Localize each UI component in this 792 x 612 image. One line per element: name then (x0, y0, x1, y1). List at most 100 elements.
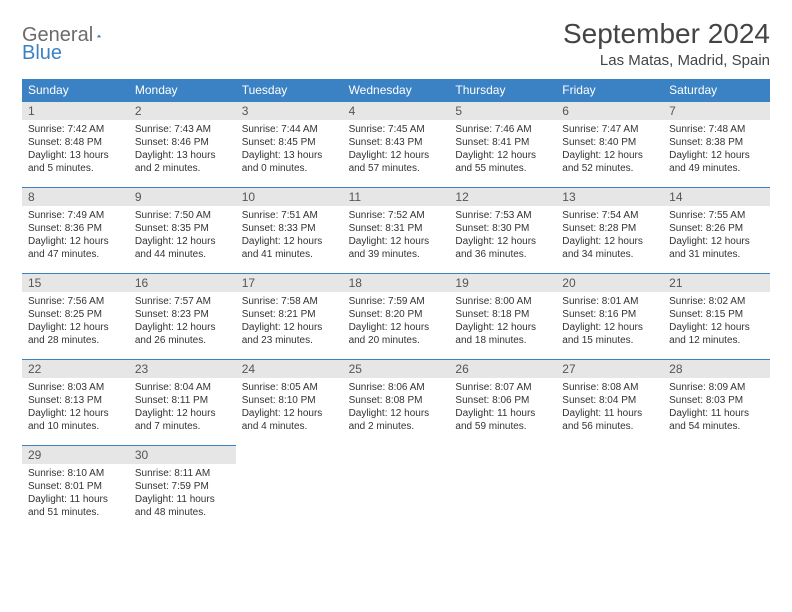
sunset-text: Sunset: 8:01 PM (28, 480, 123, 493)
sunrise-text: Sunrise: 7:56 AM (28, 295, 123, 308)
day-number: 10 (236, 188, 343, 206)
day-number: 18 (343, 274, 450, 292)
daylight-text: Daylight: 12 hours and 4 minutes. (242, 407, 337, 433)
day-number: 25 (343, 360, 450, 378)
day-cell: 16Sunrise: 7:57 AMSunset: 8:23 PMDayligh… (129, 273, 236, 359)
daylight-text: Daylight: 12 hours and 55 minutes. (455, 149, 550, 175)
sunrise-text: Sunrise: 8:06 AM (349, 381, 444, 394)
header: General September 2024 Las Matas, Madrid… (22, 18, 770, 73)
day-cell: 29Sunrise: 8:10 AMSunset: 8:01 PMDayligh… (22, 445, 129, 531)
daylight-text: Daylight: 12 hours and 44 minutes. (135, 235, 230, 261)
logo-triangle-icon (97, 29, 101, 43)
logo-blue-wrap: Blue (22, 42, 62, 65)
sunset-text: Sunset: 8:26 PM (669, 222, 764, 235)
sunrise-text: Sunrise: 7:49 AM (28, 209, 123, 222)
weekday-sunday: Sunday (22, 79, 129, 101)
sunrise-text: Sunrise: 8:02 AM (669, 295, 764, 308)
day-number: 11 (343, 188, 450, 206)
daylight-text: Daylight: 11 hours and 48 minutes. (135, 493, 230, 519)
daylight-text: Daylight: 11 hours and 51 minutes. (28, 493, 123, 519)
sunset-text: Sunset: 8:04 PM (562, 394, 657, 407)
sunset-text: Sunset: 8:41 PM (455, 136, 550, 149)
day-cell: 26Sunrise: 8:07 AMSunset: 8:06 PMDayligh… (449, 359, 556, 445)
day-number: 14 (663, 188, 770, 206)
day-cell: 21Sunrise: 8:02 AMSunset: 8:15 PMDayligh… (663, 273, 770, 359)
day-body: Sunrise: 7:59 AMSunset: 8:20 PMDaylight:… (343, 292, 450, 353)
day-number: 7 (663, 102, 770, 120)
daylight-text: Daylight: 12 hours and 49 minutes. (669, 149, 764, 175)
day-number: 22 (22, 360, 129, 378)
day-number: 9 (129, 188, 236, 206)
day-body: Sunrise: 8:03 AMSunset: 8:13 PMDaylight:… (22, 378, 129, 439)
day-body: Sunrise: 7:47 AMSunset: 8:40 PMDaylight:… (556, 120, 663, 181)
sunrise-text: Sunrise: 7:51 AM (242, 209, 337, 222)
sunrise-text: Sunrise: 8:08 AM (562, 381, 657, 394)
sunset-text: Sunset: 8:46 PM (135, 136, 230, 149)
daylight-text: Daylight: 11 hours and 54 minutes. (669, 407, 764, 433)
sunrise-text: Sunrise: 8:10 AM (28, 467, 123, 480)
day-body: Sunrise: 7:51 AMSunset: 8:33 PMDaylight:… (236, 206, 343, 267)
day-body: Sunrise: 8:08 AMSunset: 8:04 PMDaylight:… (556, 378, 663, 439)
day-cell: 14 Sunrise: 7:55 AMSunset: 8:26 PMDayligh… (663, 187, 770, 273)
sunset-text: Sunset: 7:59 PM (135, 480, 230, 493)
daylight-text: Daylight: 12 hours and 57 minutes. (349, 149, 444, 175)
day-body: Sunrise: 7:49 AMSunset: 8:36 PMDaylight:… (22, 206, 129, 267)
sunrise-text: Sunrise: 8:03 AM (28, 381, 123, 394)
day-number: 27 (556, 360, 663, 378)
location: Las Matas, Madrid, Spain (563, 52, 770, 69)
day-body: Sunrise: 7:45 AMSunset: 8:43 PMDaylight:… (343, 120, 450, 181)
day-cell: 27Sunrise: 8:08 AMSunset: 8:04 PMDayligh… (556, 359, 663, 445)
daylight-text: Daylight: 11 hours and 56 minutes. (562, 407, 657, 433)
day-number: 1 (22, 102, 129, 120)
daylight-text: Daylight: 12 hours and 26 minutes. (135, 321, 230, 347)
day-cell: 25Sunrise: 8:06 AMSunset: 8:08 PMDayligh… (343, 359, 450, 445)
sunrise-text: Sunrise: 7:45 AM (349, 123, 444, 136)
day-number: 21 (663, 274, 770, 292)
day-number: 30 (129, 446, 236, 464)
daylight-text: Daylight: 12 hours and 28 minutes. (28, 321, 123, 347)
day-body: Sunrise: 8:02 AMSunset: 8:15 PMDaylight:… (663, 292, 770, 353)
day-cell: 19Sunrise: 8:00 AMSunset: 8:18 PMDayligh… (449, 273, 556, 359)
day-number: 20 (556, 274, 663, 292)
sunset-text: Sunset: 8:40 PM (562, 136, 657, 149)
days-grid: 1Sunrise: 7:42 AMSunset: 8:48 PMDaylight… (22, 101, 770, 531)
daylight-text: Daylight: 12 hours and 7 minutes. (135, 407, 230, 433)
day-body: Sunrise: 8:04 AMSunset: 8:11 PMDaylight:… (129, 378, 236, 439)
day-number: 6 (556, 102, 663, 120)
daylight-text: Daylight: 12 hours and 52 minutes. (562, 149, 657, 175)
sunrise-text: Sunrise: 7:44 AM (242, 123, 337, 136)
sunrise-text: Sunrise: 8:09 AM (669, 381, 764, 394)
day-cell: 6Sunrise: 7:47 AMSunset: 8:40 PMDaylight… (556, 101, 663, 187)
sunrise-text: Sunrise: 7:50 AM (135, 209, 230, 222)
day-cell: 9Sunrise: 7:50 AMSunset: 8:35 PMDaylight… (129, 187, 236, 273)
sunrise-text: Sunrise: 8:05 AM (242, 381, 337, 394)
day-number: 5 (449, 102, 556, 120)
daylight-text: Daylight: 13 hours and 0 minutes. (242, 149, 337, 175)
day-cell: 1Sunrise: 7:42 AMSunset: 8:48 PMDaylight… (22, 101, 129, 187)
sunset-text: Sunset: 8:06 PM (455, 394, 550, 407)
day-body: Sunrise: 7:48 AMSunset: 8:38 PMDaylight:… (663, 120, 770, 181)
day-number: 26 (449, 360, 556, 378)
sunset-text: Sunset: 8:03 PM (669, 394, 764, 407)
day-cell: 4Sunrise: 7:45 AMSunset: 8:43 PMDaylight… (343, 101, 450, 187)
sunrise-text: Sunrise: 7:54 AM (562, 209, 657, 222)
sunset-text: Sunset: 8:25 PM (28, 308, 123, 321)
daylight-text: Daylight: 12 hours and 41 minutes. (242, 235, 337, 261)
sunrise-text: Sunrise: 7:52 AM (349, 209, 444, 222)
weekday-header-row: Sunday Monday Tuesday Wednesday Thursday… (22, 79, 770, 101)
day-body: Sunrise: 8:09 AMSunset: 8:03 PMDaylight:… (663, 378, 770, 439)
day-number: 13 (556, 188, 663, 206)
sunrise-text: Sunrise: 7:53 AM (455, 209, 550, 222)
sunset-text: Sunset: 8:23 PM (135, 308, 230, 321)
daylight-text: Daylight: 12 hours and 31 minutes. (669, 235, 764, 261)
sunset-text: Sunset: 8:45 PM (242, 136, 337, 149)
sunset-text: Sunset: 8:16 PM (562, 308, 657, 321)
sunrise-text: Sunrise: 8:11 AM (135, 467, 230, 480)
day-cell: 24Sunrise: 8:05 AMSunset: 8:10 PMDayligh… (236, 359, 343, 445)
day-cell: 22Sunrise: 8:03 AMSunset: 8:13 PMDayligh… (22, 359, 129, 445)
daylight-text: Daylight: 12 hours and 47 minutes. (28, 235, 123, 261)
day-body: Sunrise: 7:54 AMSunset: 8:28 PMDaylight:… (556, 206, 663, 267)
daylight-text: Daylight: 12 hours and 34 minutes. (562, 235, 657, 261)
sunrise-text: Sunrise: 7:55 AM (669, 209, 764, 222)
daylight-text: Daylight: 12 hours and 10 minutes. (28, 407, 123, 433)
